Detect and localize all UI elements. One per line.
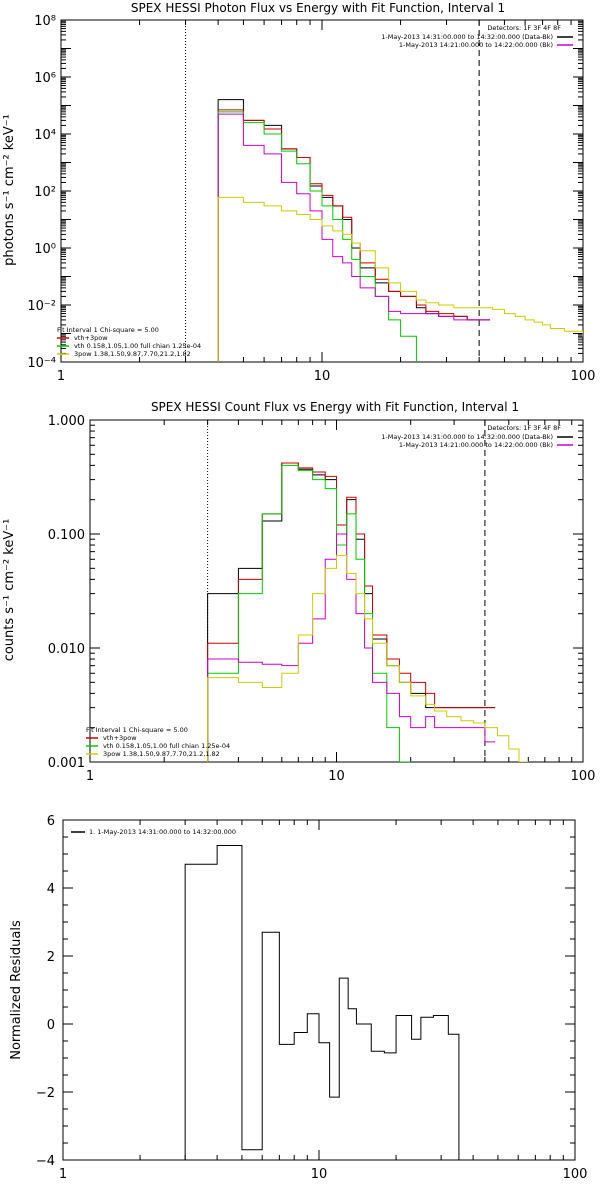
legend-header: Fit Interval 1 Chi-square = 5.00 <box>86 726 188 734</box>
y-tick-label: 0.001 <box>48 756 85 771</box>
series-line <box>217 113 490 362</box>
legend: 1. 1-May-2013 14:31:00.000 to 14:32:00.0… <box>71 828 236 836</box>
series-line <box>217 111 417 362</box>
y-tick-label: 10⁸ <box>34 14 56 29</box>
series-line <box>217 109 490 362</box>
legend-entry: vth 0.158,1.05,1.00 full chian 1.25e-04 <box>74 342 201 350</box>
chart-title: SPEX HESSI Count Flux vs Energy with Fit… <box>151 400 519 414</box>
y-tick-label: 1.000 <box>48 414 85 429</box>
y-tick-label: 10⁶ <box>34 71 56 86</box>
x-axis: 1 10 100 <box>86 420 596 784</box>
legend-top: Detectors: 1F 3F 4F 8F1-May-2013 14:31:0… <box>381 24 573 49</box>
series-group <box>184 845 460 1160</box>
y-tick-label: 10⁰ <box>34 242 56 257</box>
y-tick-label: 0.100 <box>48 528 85 543</box>
legend-bottom: Fit Interval 1 Chi-square = 5.00vth+3pow… <box>86 726 230 758</box>
y-tick-label: 10² <box>34 185 56 200</box>
legend-entry: 1. 1-May-2013 14:31:00.000 to 14:32:00.0… <box>89 828 236 836</box>
residuals-chart: Normalized Residuals 1 10 100 −4 −2 0 2 4 6 1. 1-… <box>9 814 587 1182</box>
count-flux-chart: SPEX HESSI Count Flux vs Energy with Fit… <box>2 400 596 784</box>
series-line <box>207 462 496 762</box>
y-tick-label: 0 <box>47 1018 55 1033</box>
legend-header: Fit Interval 1 Chi-square = 5.00 <box>57 326 159 334</box>
legend-header: Detectors: 1F 3F 4F 8F <box>487 24 561 32</box>
series-line <box>207 462 496 762</box>
y-tick-label: 10⁻² <box>27 299 56 314</box>
y-tick-label: 10⁴ <box>34 128 56 143</box>
y-tick-label: 6 <box>47 814 55 829</box>
legend-entry: vth+3pow <box>74 334 108 342</box>
y-tick-label: 2 <box>47 950 55 965</box>
x-tick-label: 10 <box>314 369 331 384</box>
x-tick-label: 1 <box>86 769 94 784</box>
series-line <box>217 99 490 362</box>
x-tick-label: 100 <box>571 369 596 384</box>
legend-entry: 1-May-2013 14:31:00.000 to 14:32:00.000 … <box>381 433 553 441</box>
series-line <box>207 533 496 762</box>
x-tick-label: 1 <box>59 1167 67 1182</box>
x-tick-label: 10 <box>311 1167 328 1182</box>
x-tick-label: 100 <box>571 769 596 784</box>
y-axis: 0.001 0.010 0.100 1.000 <box>48 414 583 771</box>
legend-entry: 1-May-2013 14:21:00.000 to 14:22:00.000 … <box>399 41 553 49</box>
y-axis: 10⁻⁴ 10⁻² 10⁰ 10² 10⁴ 10⁶ 10⁸ <box>27 14 583 371</box>
series-line <box>207 464 412 762</box>
y-tick-label: 4 <box>47 882 55 897</box>
series-line <box>217 196 583 362</box>
plot-frame <box>89 419 584 763</box>
x-axis: 1 10 100 <box>59 820 588 1182</box>
y-axis-label: photons s⁻¹ cm⁻² keV⁻¹ <box>2 114 17 266</box>
y-tick-label: −4 <box>36 1154 55 1169</box>
legend-header: Detectors: 1F 3F 4F 8F <box>487 424 561 432</box>
x-tick-label: 1 <box>57 369 65 384</box>
chart-title: SPEX HESSI Photon Flux vs Energy with Fi… <box>131 1 505 15</box>
y-axis: −4 −2 0 2 4 6 <box>36 814 575 1169</box>
legend-entry: vth 0.158,1.05,1.00 full chian 1.25e-04 <box>103 742 230 750</box>
legend-top: Detectors: 1F 3F 4F 8F1-May-2013 14:31:0… <box>381 424 573 449</box>
legend-entry: 1-May-2013 14:31:00.000 to 14:32:00.000 … <box>381 33 553 41</box>
y-axis-label: counts s⁻¹ cm⁻² keV⁻¹ <box>2 519 17 662</box>
y-tick-label: −2 <box>36 1086 55 1101</box>
x-tick-label: 10 <box>328 769 345 784</box>
series-group <box>207 462 529 762</box>
series-line <box>184 845 460 1160</box>
legend-entry: 3pow 1.38,1.50,9.87,7.70,21.2,1.82 <box>74 350 191 358</box>
legend-entry: 3pow 1.38,1.50,9.87,7.70,21.2,1.82 <box>103 750 220 758</box>
x-axis: 1 10 100 <box>57 20 596 384</box>
y-tick-label: 0.010 <box>48 642 85 657</box>
y-axis-label: Normalized Residuals <box>9 920 24 1060</box>
y-tick-label: 10⁻⁴ <box>27 356 56 371</box>
legend-entry: 1-May-2013 14:21:00.000 to 14:22:00.000 … <box>399 441 553 449</box>
photon-flux-chart: SPEX HESSI Photon Flux vs Energy with Fi… <box>2 1 595 384</box>
plot-frame <box>62 819 576 1161</box>
legend-entry: vth+3pow <box>103 734 137 742</box>
series-group <box>217 99 583 362</box>
x-tick-label: 100 <box>563 1167 588 1182</box>
legend-bottom: Fit Interval 1 Chi-square = 5.00vth+3pow… <box>57 326 201 358</box>
series-line <box>207 554 529 762</box>
